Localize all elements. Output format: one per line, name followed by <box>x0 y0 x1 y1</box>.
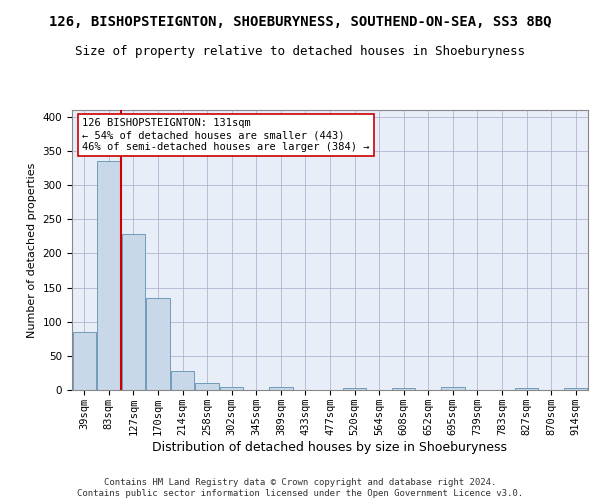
Bar <box>441 388 464 390</box>
Bar <box>196 383 219 390</box>
Bar <box>220 386 244 390</box>
Bar <box>343 388 366 390</box>
Bar <box>73 332 96 390</box>
X-axis label: Distribution of detached houses by size in Shoeburyness: Distribution of detached houses by size … <box>152 440 508 454</box>
Bar <box>171 371 194 390</box>
Bar <box>122 234 145 390</box>
Text: 126, BISHOPSTEIGNTON, SHOEBURYNESS, SOUTHEND-ON-SEA, SS3 8BQ: 126, BISHOPSTEIGNTON, SHOEBURYNESS, SOUT… <box>49 15 551 29</box>
Bar <box>97 161 121 390</box>
Bar <box>515 388 538 390</box>
Text: Size of property relative to detached houses in Shoeburyness: Size of property relative to detached ho… <box>75 45 525 58</box>
Text: Contains HM Land Registry data © Crown copyright and database right 2024.
Contai: Contains HM Land Registry data © Crown c… <box>77 478 523 498</box>
Text: 126 BISHOPSTEIGNTON: 131sqm
← 54% of detached houses are smaller (443)
46% of se: 126 BISHOPSTEIGNTON: 131sqm ← 54% of det… <box>82 118 370 152</box>
Bar <box>564 388 587 390</box>
Bar <box>146 298 170 390</box>
Y-axis label: Number of detached properties: Number of detached properties <box>27 162 37 338</box>
Bar <box>392 388 415 390</box>
Bar <box>269 386 293 390</box>
